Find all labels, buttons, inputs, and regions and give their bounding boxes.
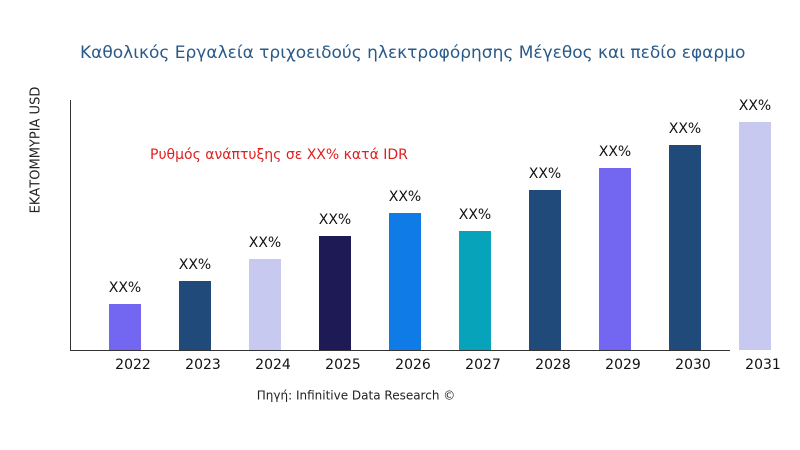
source-note: Πηγή: Infinitive Data Research © (257, 389, 456, 403)
bar (739, 122, 771, 350)
data-label: XX% (319, 212, 351, 228)
x-tick-label: 2030 (675, 357, 711, 373)
bar (599, 168, 631, 350)
bar (249, 259, 281, 350)
chart-title: Καθολικός Εργαλεία τριχοειδούς ηλεκτροφό… (80, 43, 745, 63)
x-tick-label: 2025 (325, 357, 361, 373)
annotation: Ρυθμός ανάπτυξης σε XX% κατά IDR (150, 147, 408, 163)
bar (179, 281, 211, 350)
data-label: XX% (459, 207, 491, 223)
y-axis-label: ΕΚΑΤΟΜΜΥΡΙΑ USD (29, 87, 44, 214)
data-label: XX% (529, 166, 561, 182)
bar (389, 213, 421, 350)
bar (459, 231, 491, 350)
data-label: XX% (669, 121, 701, 137)
data-label: XX% (739, 98, 771, 114)
x-tick-label: 2028 (535, 357, 571, 373)
x-tick-label: 2024 (255, 357, 291, 373)
bar (529, 190, 561, 350)
data-label: XX% (249, 235, 281, 251)
x-tick-label: 2022 (115, 357, 151, 373)
bar (319, 236, 351, 350)
bar (109, 304, 141, 350)
x-tick-label: 2026 (395, 357, 431, 373)
x-tick-label: 2029 (605, 357, 641, 373)
data-label: XX% (599, 144, 631, 160)
bar (669, 145, 701, 350)
data-label: XX% (109, 280, 141, 296)
data-label: XX% (179, 257, 211, 273)
x-tick-label: 2031 (745, 357, 781, 373)
data-label: XX% (389, 189, 421, 205)
x-tick-label: 2023 (185, 357, 221, 373)
x-tick-label: 2027 (465, 357, 501, 373)
